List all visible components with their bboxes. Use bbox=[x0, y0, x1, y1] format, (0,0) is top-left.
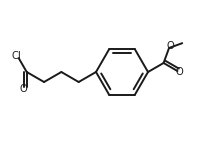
Text: O: O bbox=[166, 41, 174, 51]
Text: O: O bbox=[20, 84, 28, 94]
Text: Cl: Cl bbox=[12, 51, 22, 61]
Text: O: O bbox=[176, 67, 183, 77]
